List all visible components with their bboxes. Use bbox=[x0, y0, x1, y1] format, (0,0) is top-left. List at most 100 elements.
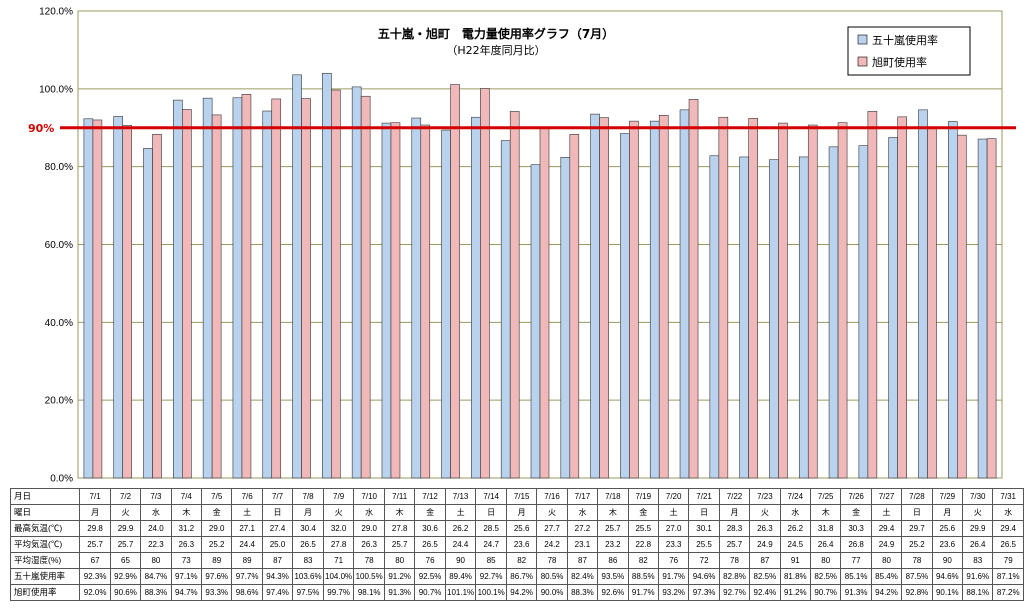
table-cell: 80.5% bbox=[536, 568, 568, 585]
bar-asahimachi bbox=[837, 122, 848, 479]
bar-asahimachi bbox=[92, 119, 103, 479]
table-cell: 金 bbox=[840, 504, 872, 521]
table-cell: 94.6% bbox=[931, 568, 964, 585]
table-cell: 23.2 bbox=[597, 536, 629, 553]
bar-asahimachi bbox=[152, 134, 162, 479]
table-row-header: 最高気温(℃) bbox=[9, 520, 81, 537]
bar-asahimachi bbox=[122, 125, 133, 479]
y-tick-label: 60.0% bbox=[45, 240, 73, 251]
bar-isarashi bbox=[292, 74, 302, 479]
table-cell: 26.3 bbox=[170, 536, 203, 553]
table-cell: 25.0 bbox=[261, 536, 294, 553]
table-cell: 92.9% bbox=[109, 568, 142, 585]
table-cell: 金 bbox=[201, 504, 233, 521]
legend-swatch-asahimachi bbox=[857, 56, 868, 67]
table-cell: 87 bbox=[261, 552, 294, 569]
table-cell: 91.2% bbox=[383, 568, 416, 585]
table-cell: 25.7 bbox=[383, 536, 416, 553]
bar-isarashi bbox=[590, 113, 600, 479]
table-cell: 土 bbox=[231, 504, 263, 521]
table-cell: 7/30 bbox=[962, 488, 994, 505]
table-cell: 水 bbox=[779, 504, 812, 521]
table-cell: 94.7% bbox=[170, 584, 203, 601]
table-cell: 82.5% bbox=[749, 568, 781, 585]
bar-isarashi bbox=[471, 116, 481, 479]
bar-asahimachi bbox=[927, 127, 937, 479]
table-cell: 92.5% bbox=[414, 568, 446, 585]
table-cell: 97.7% bbox=[231, 568, 263, 585]
table-cell: 25.5 bbox=[627, 520, 659, 537]
table-cell: 木 bbox=[170, 504, 203, 521]
table-cell: 7/17 bbox=[566, 488, 599, 505]
bar-isarashi bbox=[530, 164, 541, 479]
table-cell: 7/18 bbox=[597, 488, 629, 505]
bar-isarashi bbox=[173, 99, 183, 479]
table-cell: 25.7 bbox=[718, 536, 751, 553]
table-cell: 92.0% bbox=[79, 584, 111, 601]
table-cell: 97.4% bbox=[261, 584, 294, 601]
table-cell: 82.8% bbox=[718, 568, 751, 585]
table-cell: 26.3 bbox=[749, 520, 781, 537]
table-cell: 90 bbox=[444, 552, 477, 569]
y-tick-label: 0.0% bbox=[50, 474, 73, 485]
table-cell: 86 bbox=[597, 552, 629, 569]
table-cell: 93.3% bbox=[201, 584, 233, 601]
table-cell: 24.4 bbox=[444, 536, 477, 553]
table-cell: 77 bbox=[840, 552, 872, 569]
bar-isarashi bbox=[649, 120, 660, 479]
y-tick-label: 20.0% bbox=[45, 396, 73, 407]
table-cell: 土 bbox=[657, 504, 690, 521]
bar-isarashi bbox=[322, 72, 332, 479]
bar-isarashi bbox=[769, 159, 779, 479]
table-cell: 7/6 bbox=[231, 488, 263, 505]
table-row: 五十嵐使用率 92.3% 92.9% 84.7% 97.1% 97.6% 97.7% 94.3… bbox=[9, 568, 1024, 585]
legend-label-isarashi: 五十嵐使用率 bbox=[872, 33, 938, 47]
table-row-header: 旭町使用率 bbox=[9, 584, 81, 601]
chart-title: 五十嵐・旭町 電力量使用率グラフ（7月） bbox=[378, 26, 614, 41]
table-cell: 29.9 bbox=[109, 520, 142, 537]
table-cell: 97.1% bbox=[170, 568, 203, 585]
table-cell: 88.1% bbox=[962, 584, 994, 601]
table-cell: 7/11 bbox=[383, 488, 416, 505]
table-cell: 94.6% bbox=[688, 568, 720, 585]
table-cell: 82.5% bbox=[809, 568, 842, 585]
table-row: 月日 7/1 7/2 7/3 7/4 7/5 7/6 7/7 7/8 7/9 7/10 7/11 7/1… bbox=[9, 488, 1024, 505]
table-cell: 26.4 bbox=[962, 536, 994, 553]
table-cell: 27.8 bbox=[383, 520, 416, 537]
table-cell: 92.6% bbox=[597, 584, 629, 601]
table-cell: 30.6 bbox=[414, 520, 446, 537]
table-cell: 7/20 bbox=[657, 488, 690, 505]
bar-asahimachi bbox=[748, 118, 758, 479]
table-cell: 26.5 bbox=[414, 536, 446, 553]
table-cell: 23.6 bbox=[505, 536, 538, 553]
table-cell: 27.0 bbox=[657, 520, 690, 537]
table-cell: 90.7% bbox=[414, 584, 446, 601]
bar-asahimachi bbox=[390, 122, 401, 479]
table-cell: 水 bbox=[566, 504, 599, 521]
table-cell: 水 bbox=[353, 504, 385, 521]
table-cell: 7/21 bbox=[688, 488, 720, 505]
bar-asahimachi bbox=[182, 109, 192, 479]
table-cell: 25.7 bbox=[109, 536, 142, 553]
bar-isarashi bbox=[888, 137, 898, 479]
bar-isarashi bbox=[977, 138, 988, 479]
y-tick-label: 100.0% bbox=[39, 84, 73, 95]
data-table: 月日 7/1 7/2 7/3 7/4 7/5 7/6 7/7 7/8 7/9 7/10 7/11 7/1… bbox=[9, 488, 1024, 601]
table-cell: 7/25 bbox=[809, 488, 842, 505]
table-cell: 28.3 bbox=[718, 520, 751, 537]
chart: 0.0% 20.0% 40.0% 60.0% 80.0% 100.0% 120.0% 90%… bbox=[28, 7, 1016, 485]
table-cell: 76 bbox=[657, 552, 690, 569]
bar-isarashi bbox=[232, 97, 243, 479]
table-cell: 7/28 bbox=[901, 488, 933, 505]
reference-line-label: 90% bbox=[28, 122, 54, 135]
legend-swatch-isarashi bbox=[857, 34, 868, 45]
table-cell: 91.7% bbox=[627, 584, 659, 601]
bar-isarashi bbox=[828, 146, 839, 479]
table-cell: 7/24 bbox=[779, 488, 812, 505]
table-cell: 土 bbox=[444, 504, 477, 521]
table-cell: 29.4 bbox=[870, 520, 903, 537]
table-cell: 97.3% bbox=[688, 584, 720, 601]
table-cell: 25.6 bbox=[931, 520, 964, 537]
table-cell: 104.0% bbox=[322, 568, 355, 585]
table-cell: 26.4 bbox=[809, 536, 842, 553]
